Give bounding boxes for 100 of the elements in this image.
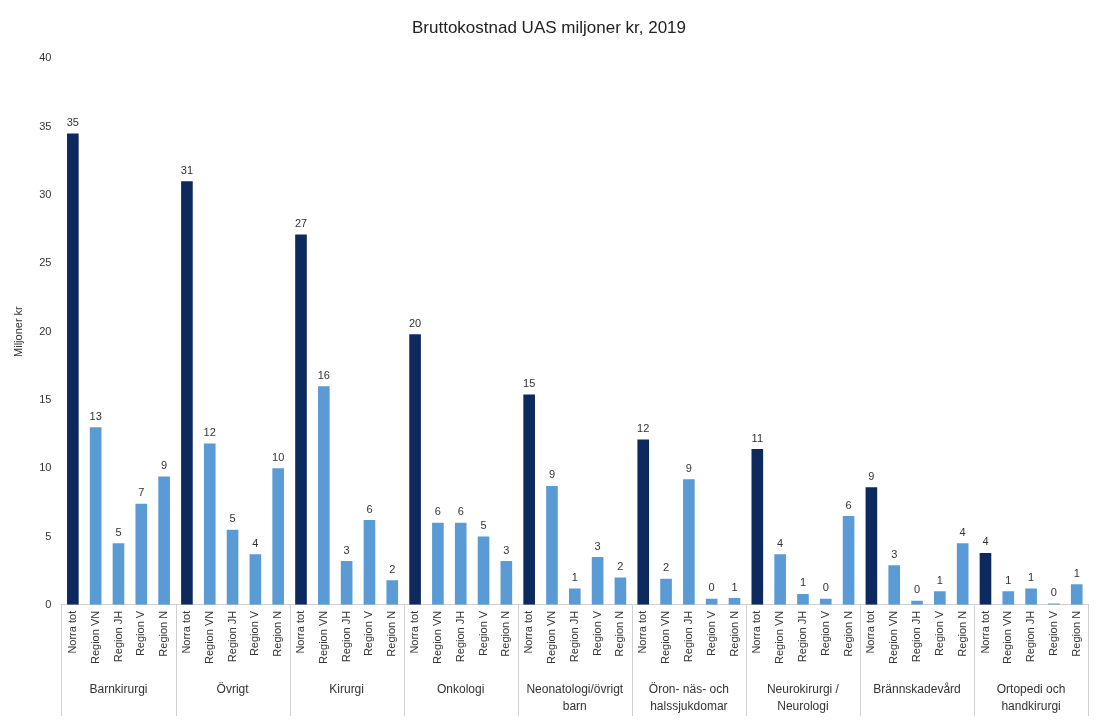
y-tick-label: 30: [39, 188, 52, 201]
x-tick-label: Region VN: [773, 610, 786, 665]
bar: [409, 334, 421, 605]
data-label: 0: [822, 581, 829, 594]
data-label: 13: [89, 409, 102, 422]
x-tick-label: Norra tot: [864, 610, 877, 654]
x-tick-label: Region VN: [202, 610, 215, 665]
bar: [797, 593, 809, 605]
x-tick-label: Norra tot: [408, 610, 421, 654]
data-label: 1: [936, 573, 943, 586]
x-tick-label: Region VN: [430, 610, 443, 665]
data-label: 3: [891, 547, 898, 560]
data-label: 2: [662, 561, 670, 574]
text: Barnkirurgi: [89, 682, 148, 697]
x-tick-label: Region VN: [659, 610, 672, 665]
text: Neurokirurgi / Neurologi: [766, 682, 840, 714]
bar: [774, 554, 786, 605]
y-tick-label: 10: [39, 461, 52, 474]
text: Neonatologi/övrigt barn: [526, 682, 624, 714]
data-label: 5: [229, 512, 236, 525]
bar: [386, 580, 399, 605]
y-tick-label: 5: [45, 529, 52, 542]
data-label: 3: [594, 539, 601, 552]
y-tick-label: 20: [39, 324, 52, 337]
x-tick-label: Region V: [818, 610, 831, 657]
data-label: 4: [959, 525, 966, 538]
data-label: 7: [138, 486, 145, 499]
data-label: 1: [571, 570, 578, 583]
x-tick-label: Region N: [157, 610, 170, 657]
chart-title: Bruttokostnad UAS miljoner kr, 2019: [411, 17, 687, 37]
data-label: 11: [751, 431, 764, 444]
bar: [934, 591, 946, 605]
text: Öron- näs- och halssjukdomar: [648, 682, 729, 714]
data-label: 9: [868, 469, 875, 482]
bar: [158, 476, 170, 605]
data-label: 9: [161, 458, 168, 471]
bar: [477, 536, 490, 605]
bar: [226, 529, 239, 605]
bar: [454, 522, 467, 605]
bar: [89, 427, 102, 605]
x-tick-label: Region JH: [795, 610, 808, 663]
bar: [363, 520, 376, 605]
bar: [614, 577, 627, 605]
bar: [249, 554, 262, 605]
x-tick-label: Region JH: [453, 610, 466, 663]
bar: [272, 468, 284, 605]
bar: [546, 485, 558, 605]
data-label: 1: [1005, 573, 1012, 586]
bar: [888, 565, 901, 605]
text: Övrigt: [216, 682, 250, 697]
x-tick-label: Region VN: [887, 610, 900, 665]
text: Ortopedi och handkirurgi: [996, 682, 1066, 714]
x-tick-label: Norra tot: [522, 610, 535, 654]
bar: [432, 522, 444, 605]
x-tick-label: Region N: [499, 610, 512, 657]
data-label: 1: [1073, 566, 1080, 579]
data-label: 6: [845, 498, 852, 511]
data-label: 1: [731, 580, 738, 593]
x-tick-label: Region JH: [681, 610, 694, 663]
x-tick-label: Region V: [590, 610, 603, 657]
data-label: 6: [457, 505, 464, 518]
x-tick-label: Region JH: [225, 610, 238, 663]
data-label: 15: [523, 376, 536, 389]
data-label: 2: [617, 560, 624, 573]
y-tick-label: 40: [39, 51, 52, 64]
bar: [637, 439, 650, 605]
bar: [181, 181, 193, 605]
data-label: 0: [913, 583, 921, 596]
data-label: 0: [1050, 585, 1057, 598]
data-label: 27: [294, 217, 308, 230]
bar: [203, 443, 216, 605]
bar: [112, 543, 125, 605]
bar: [865, 487, 878, 605]
x-tick-label: Region N: [955, 610, 968, 657]
bar: [683, 479, 695, 605]
x-tick-label: Norra tot: [294, 610, 307, 654]
bar: [751, 449, 764, 605]
bar: [1025, 588, 1037, 605]
data-label: 5: [115, 525, 122, 538]
data-label: 2: [389, 562, 396, 575]
bar: [979, 552, 992, 605]
data-label: 1: [799, 576, 807, 589]
x-tick-label: Region N: [1069, 610, 1082, 657]
x-tick-label: Region V: [362, 610, 375, 657]
bar: [660, 578, 672, 605]
data-label: 3: [503, 543, 510, 556]
data-label: 20: [408, 316, 422, 329]
x-tick-label: Region JH: [339, 610, 352, 663]
x-tick-label: Norra tot: [179, 610, 192, 654]
x-tick-label: Region JH: [567, 610, 580, 663]
x-tick-label: Region N: [727, 610, 740, 657]
bar: [568, 588, 581, 605]
x-tick-label: Region V: [704, 610, 717, 657]
x-tick-label: Region V: [134, 610, 147, 657]
x-tick-label: Norra tot: [636, 610, 649, 654]
bar: [1070, 584, 1083, 605]
x-tick-label: Region VN: [316, 610, 329, 665]
text: Onkologi: [437, 682, 485, 697]
bar: [956, 543, 969, 605]
x-tick-label: Region V: [1046, 610, 1059, 657]
